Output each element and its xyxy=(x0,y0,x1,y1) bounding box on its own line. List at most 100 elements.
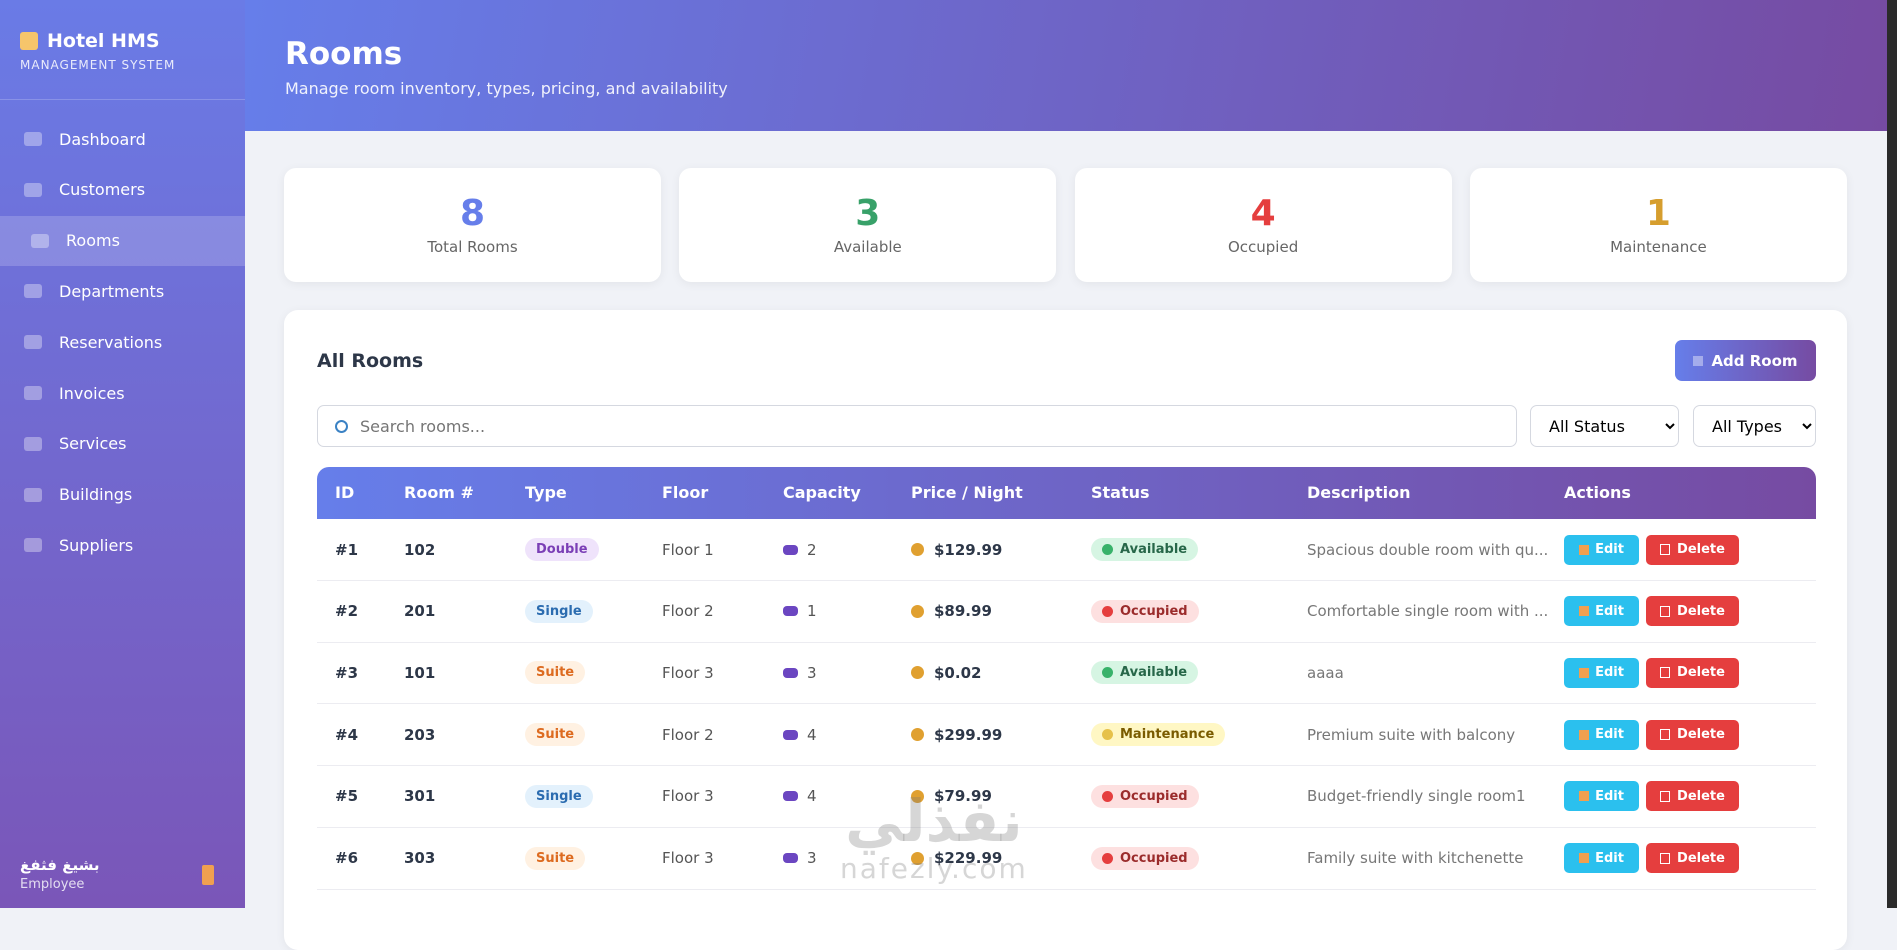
delete-button[interactable]: Delete xyxy=(1646,781,1739,812)
capacity: 3 xyxy=(807,849,817,867)
status-filter[interactable]: All Status xyxy=(1530,405,1679,447)
description: Family suite with kitchenette xyxy=(1307,849,1524,867)
search-icon xyxy=(335,420,348,433)
column-header: Type xyxy=(525,483,567,502)
actions-cell: Edit Delete xyxy=(1564,642,1746,703)
status-icon xyxy=(1102,790,1113,802)
nav-item[interactable]: Services xyxy=(0,419,245,469)
divider xyxy=(0,99,245,100)
logout-button[interactable] xyxy=(202,865,214,885)
rooms-panel: All Rooms Add Room All Status All Types ID Ro… xyxy=(284,310,1847,950)
price-cell: $229.99 xyxy=(911,828,1002,889)
nav-label: Rooms xyxy=(66,231,120,251)
stat-card: 4 Occupied xyxy=(1074,168,1452,282)
nav-item[interactable]: Departments xyxy=(0,266,245,316)
delete-button[interactable]: Delete xyxy=(1646,719,1739,750)
stat-label: Total Rooms xyxy=(427,238,518,256)
column-header: Capacity xyxy=(783,483,861,502)
delete-label: Delete xyxy=(1677,727,1725,743)
description: Spacious double room with qu... xyxy=(1307,540,1549,559)
nav-item[interactable]: Buildings xyxy=(0,470,245,520)
stat-card: 8 Total Rooms xyxy=(284,168,661,282)
delete-label: Delete xyxy=(1677,665,1725,681)
room-id: #4 xyxy=(335,725,359,744)
delete-button[interactable]: Delete xyxy=(1646,843,1739,873)
page-header: Rooms Manage room inventory, types, prici… xyxy=(245,0,1887,131)
status-badge: Occupied xyxy=(1091,784,1199,808)
status-cell: Available xyxy=(1091,642,1199,703)
delete-icon xyxy=(1660,852,1671,864)
nav-item[interactable]: Reservations xyxy=(0,317,245,367)
search-input[interactable] xyxy=(317,405,1517,447)
edit-label: Edit xyxy=(1595,665,1624,681)
type-cell: Double xyxy=(525,519,599,580)
column-header: Actions xyxy=(1564,483,1631,502)
delete-label: Delete xyxy=(1677,850,1725,866)
price-icon xyxy=(911,728,924,742)
status-label: Occupied xyxy=(1120,603,1188,619)
status-label: Available xyxy=(1120,542,1188,557)
column-header: Floor xyxy=(662,483,709,502)
room-id: #1 xyxy=(335,540,359,559)
price: $299.99 xyxy=(934,725,1003,744)
type-filter[interactable]: All Types xyxy=(1693,405,1816,447)
description: aaaa xyxy=(1307,663,1344,682)
nav-item[interactable]: Rooms xyxy=(0,215,245,266)
nav-label: Reservations xyxy=(59,332,163,352)
capacity-icon xyxy=(783,791,798,802)
nav-icon xyxy=(24,538,42,553)
edit-button[interactable]: Edit xyxy=(1564,719,1639,750)
delete-button[interactable]: Delete xyxy=(1646,657,1739,688)
nav-item[interactable]: Suppliers xyxy=(0,520,245,570)
room-number: 303 xyxy=(404,849,436,867)
stat-card: 1 Maintenance xyxy=(1469,168,1847,282)
price-icon xyxy=(911,543,924,556)
edit-label: Edit xyxy=(1595,850,1624,866)
floor: Floor 1 xyxy=(662,540,714,559)
delete-icon xyxy=(1660,729,1671,741)
edit-button[interactable]: Edit xyxy=(1564,534,1639,565)
type-cell: Suite xyxy=(525,828,586,889)
nav-item[interactable]: Customers xyxy=(0,165,245,215)
type-cell: Suite xyxy=(525,642,586,703)
edit-button[interactable]: Edit xyxy=(1564,596,1639,627)
room-number: 201 xyxy=(404,602,436,621)
type-badge: Suite xyxy=(525,661,586,685)
nav-label: Suppliers xyxy=(59,535,134,555)
capacity-cell: 2 xyxy=(783,519,817,580)
add-room-button[interactable]: Add Room xyxy=(1675,340,1816,381)
edit-icon xyxy=(1579,853,1590,863)
nav-icon xyxy=(24,436,42,451)
delete-button[interactable]: Delete xyxy=(1646,534,1739,565)
stat-card: 3 Available xyxy=(679,168,1057,282)
capacity: 2 xyxy=(807,540,817,559)
price-icon xyxy=(911,851,924,865)
status-badge: Available xyxy=(1091,538,1199,561)
capacity-icon xyxy=(783,853,798,863)
delete-button[interactable]: Delete xyxy=(1646,596,1739,627)
actions-cell: Edit Delete xyxy=(1564,581,1746,642)
capacity: 1 xyxy=(807,602,817,621)
status-cell: Occupied xyxy=(1091,828,1199,889)
edit-button[interactable]: Edit xyxy=(1564,843,1639,873)
status-badge: Occupied xyxy=(1091,846,1199,870)
nav-icon xyxy=(24,335,42,350)
status-icon xyxy=(1102,852,1113,864)
type-cell: Single xyxy=(525,766,593,827)
type-badge: Single xyxy=(525,784,593,808)
stat-label: Available xyxy=(833,238,902,256)
price-cell: $299.99 xyxy=(911,704,1002,765)
edit-icon xyxy=(1579,606,1590,617)
actions-cell: Edit Delete xyxy=(1564,828,1746,889)
price: $79.99 xyxy=(934,787,992,806)
status-cell: Available xyxy=(1091,519,1199,580)
user-role: Employee xyxy=(20,877,85,892)
nav-item[interactable]: Invoices xyxy=(0,368,245,418)
edit-label: Edit xyxy=(1595,542,1624,557)
add-room-label: Add Room xyxy=(1711,351,1798,370)
edit-button[interactable]: Edit xyxy=(1564,781,1639,812)
edit-button[interactable]: Edit xyxy=(1564,657,1639,688)
room-id: #2 xyxy=(335,602,359,621)
nav-item[interactable]: Dashboard xyxy=(0,114,245,164)
